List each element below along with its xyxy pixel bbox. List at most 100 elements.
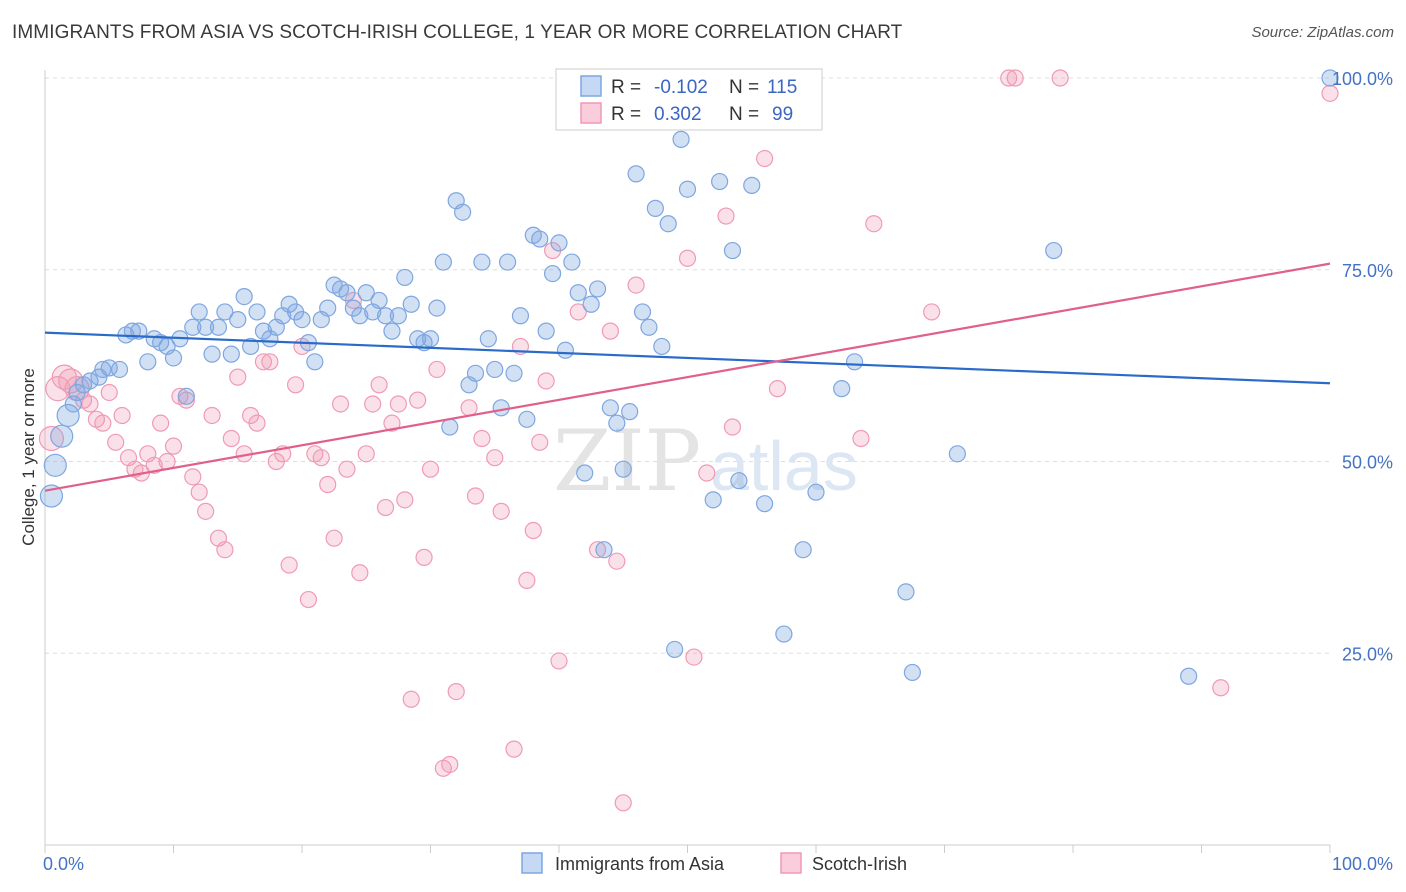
scotch-point-21 <box>177 391 195 409</box>
asia-point-69 <box>486 360 504 379</box>
y-tick-label-2: 75.0% <box>1342 261 1393 281</box>
asia-point-107 <box>794 541 812 559</box>
asia-point-93 <box>640 318 658 336</box>
asia-point-114 <box>1045 241 1063 260</box>
asia-point-82 <box>569 284 587 302</box>
asia-point-9 <box>94 360 112 379</box>
scotch-point-9 <box>100 383 118 402</box>
asia-point-95 <box>653 337 671 356</box>
asia-point-22 <box>184 318 202 336</box>
scotch-point-46 <box>338 460 356 478</box>
scotch-trend-line <box>44 262 1331 492</box>
asia-point-26 <box>209 318 228 336</box>
axes <box>44 70 1331 853</box>
asia-point-99 <box>678 180 697 198</box>
asia-point-92 <box>633 303 652 321</box>
asia-point-49 <box>357 284 375 302</box>
legend-asia-n-value: 115 <box>767 77 797 98</box>
asia-point-29 <box>229 311 247 329</box>
asia-point-43 <box>319 299 337 317</box>
asia-point-52 <box>376 307 395 325</box>
scotch-point-58 <box>415 548 433 566</box>
y-tick-label-1: 50.0% <box>1342 453 1393 473</box>
legend-scotch-n-value: 99 <box>772 104 793 125</box>
asia-point-83 <box>576 464 594 482</box>
scotch-point-33 <box>254 353 273 371</box>
asia-point-1 <box>43 453 67 477</box>
asia-point-94 <box>646 199 664 217</box>
scotch-point-8 <box>94 414 112 432</box>
asia-point-89 <box>614 460 632 478</box>
scotch-point-10 <box>107 433 125 451</box>
scotch-point-68 <box>492 502 510 520</box>
asia-point-87 <box>601 399 620 417</box>
scotch-point-86 <box>685 648 703 666</box>
asia-point-106 <box>775 625 793 643</box>
scotch-point-87 <box>698 464 716 482</box>
scotch-point-28 <box>222 429 240 448</box>
asia-point-32 <box>248 303 266 321</box>
scotch-point-44 <box>325 529 343 547</box>
tick-labels: 25.0% 50.0% 75.0% 100.0% 0.0% 100.0% <box>43 69 1393 874</box>
chart-title: IMMIGRANTS FROM ASIA VS SCOTCH-IRISH COL… <box>12 22 903 43</box>
scotch-point-38 <box>286 376 305 394</box>
scotch-point-88 <box>717 207 735 225</box>
asia-point-48 <box>351 307 369 325</box>
asia-point-100 <box>704 491 722 509</box>
scotch-point-23 <box>190 483 208 501</box>
scotch-point-97 <box>1051 69 1069 87</box>
asia-point-41 <box>306 353 324 371</box>
scotch-point-89 <box>723 418 742 436</box>
scotch-point-43 <box>319 475 337 494</box>
asia-point-103 <box>730 472 748 490</box>
asia-point-54 <box>389 307 407 325</box>
scotch-point-59 <box>421 460 440 478</box>
asia-point-30 <box>235 287 253 306</box>
scotch-point-22 <box>184 468 202 486</box>
scotch-point-65 <box>466 487 485 505</box>
asia-point-104 <box>743 176 761 194</box>
scotch-point-69 <box>505 740 523 758</box>
asia-point-97 <box>666 640 684 659</box>
asia-point-31 <box>242 337 260 356</box>
asia-point-86 <box>595 541 613 559</box>
asia-trend-line <box>44 331 1331 385</box>
scotch-point-98 <box>1212 679 1230 697</box>
asia-points <box>39 69 1339 685</box>
legend-asia-n-label: N = <box>729 77 759 98</box>
asia-point-27 <box>216 303 234 321</box>
asia-point-98 <box>672 130 690 148</box>
asia-point-51 <box>370 291 388 310</box>
scotch-point-91 <box>768 380 787 398</box>
y-tick-label-3: 100.0% <box>1332 69 1393 89</box>
scotch-point-73 <box>531 433 549 451</box>
asia-point-23 <box>190 303 208 321</box>
asia-point-74 <box>518 410 536 428</box>
scotch-point-95 <box>1000 69 1018 87</box>
asia-point-96 <box>659 215 677 233</box>
asia-point-46 <box>338 284 356 302</box>
asia-point-66 <box>466 364 485 382</box>
scotch-point-71 <box>518 571 536 589</box>
scotch-point-19 <box>164 437 183 455</box>
asia-point-90 <box>621 403 639 421</box>
asia-point-21 <box>177 387 195 405</box>
scotch-point-62 <box>441 755 459 774</box>
scotch-point-83 <box>627 276 645 294</box>
trend-lines <box>44 262 1331 492</box>
legend-swatch-asia <box>580 75 602 97</box>
bottom-legend-scotch: Scotch-Irish <box>812 854 907 874</box>
asia-point-70 <box>492 399 510 417</box>
asia-point-101 <box>711 172 729 191</box>
scotch-point-57 <box>409 391 427 409</box>
scotch-point-25 <box>203 406 221 425</box>
asia-point-3 <box>56 403 80 428</box>
asia-point-62 <box>441 418 459 436</box>
scotch-point-94 <box>923 303 941 321</box>
asia-point-111 <box>897 583 915 601</box>
y-axis-label: College, 1 year or more <box>19 368 38 546</box>
scotch-point-66 <box>473 429 491 448</box>
asia-point-85 <box>588 280 607 298</box>
legend-scotch-r-label: R = <box>611 104 641 125</box>
bottom-legend-swatch-asia <box>521 852 543 874</box>
